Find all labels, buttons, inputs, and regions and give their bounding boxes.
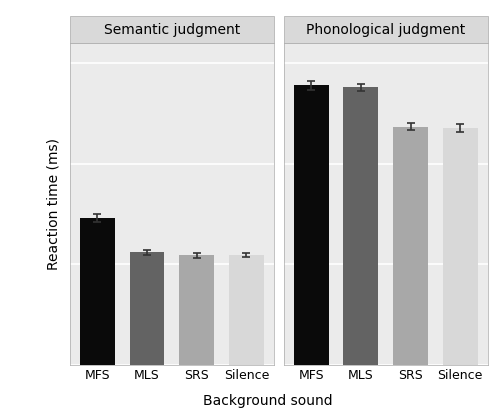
FancyBboxPatch shape xyxy=(70,16,274,43)
Bar xyxy=(130,252,164,365)
Bar xyxy=(443,128,478,365)
Bar xyxy=(80,218,114,365)
Text: Phonological judgment: Phonological judgment xyxy=(306,23,466,37)
Text: Background sound: Background sound xyxy=(202,394,332,408)
Bar xyxy=(344,87,378,365)
FancyBboxPatch shape xyxy=(284,16,488,43)
Bar xyxy=(180,255,214,365)
Bar xyxy=(393,126,428,365)
Text: Semantic judgment: Semantic judgment xyxy=(104,23,240,37)
Bar xyxy=(229,255,264,365)
Bar xyxy=(294,85,328,365)
Y-axis label: Reaction time (ms): Reaction time (ms) xyxy=(46,138,60,270)
